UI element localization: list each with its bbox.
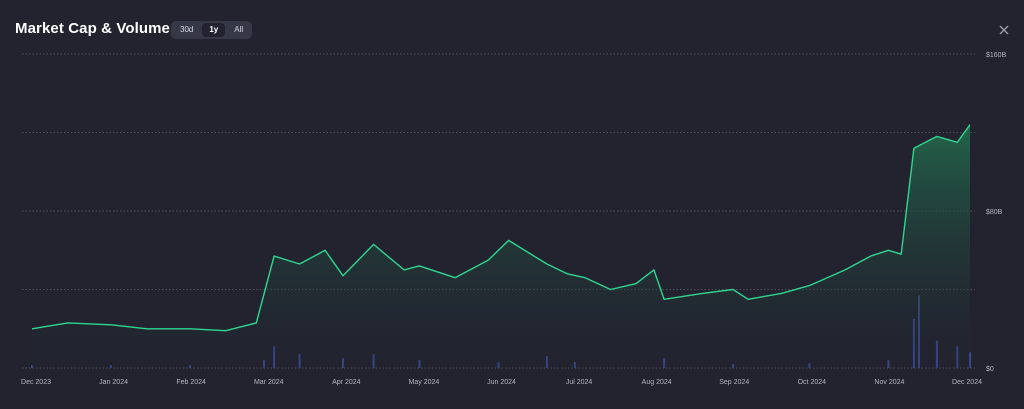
x-tick-label: Jun 2024 bbox=[487, 379, 516, 386]
range-30d-button[interactable]: 30d bbox=[180, 25, 194, 34]
y-tick-label: $160B bbox=[986, 52, 1007, 59]
close-icon[interactable] bbox=[996, 22, 1012, 38]
market-cap-line bbox=[31, 124, 971, 332]
x-tick-label: Sep 2024 bbox=[719, 379, 749, 386]
range-selector: 30d 1y All bbox=[171, 21, 253, 39]
x-tick-label: May 2024 bbox=[409, 379, 440, 386]
x-tick-label: Jan 2024 bbox=[99, 379, 128, 386]
x-tick-label: Apr 2024 bbox=[332, 379, 361, 386]
x-tick-label: Nov 2024 bbox=[874, 379, 904, 386]
x-tick-label: Mar 2024 bbox=[254, 379, 284, 386]
x-tick-label: Feb 2024 bbox=[176, 379, 206, 386]
market-cap-area bbox=[32, 124, 970, 368]
y-axis-ticks: $0 $80B $160B bbox=[986, 52, 1007, 373]
range-1y-button[interactable]: 1y bbox=[202, 23, 226, 37]
x-tick-label: Jul 2024 bbox=[566, 379, 593, 386]
x-tick-label: Dec 2024 bbox=[952, 379, 982, 386]
y-tick-label: $0 bbox=[986, 366, 994, 373]
chart-title: Market Cap & Volume bbox=[15, 20, 170, 37]
y-tick-label: $80B bbox=[986, 209, 1003, 216]
x-tick-label: Aug 2024 bbox=[642, 379, 672, 386]
x-tick-label: Oct 2024 bbox=[798, 379, 827, 386]
x-axis-ticks: Dec 2023 Jan 2024 Feb 2024 Mar 2024 Apr 2024… bbox=[21, 379, 982, 386]
range-all-button[interactable]: All bbox=[234, 25, 244, 34]
x-tick-label: Dec 2023 bbox=[21, 379, 51, 386]
